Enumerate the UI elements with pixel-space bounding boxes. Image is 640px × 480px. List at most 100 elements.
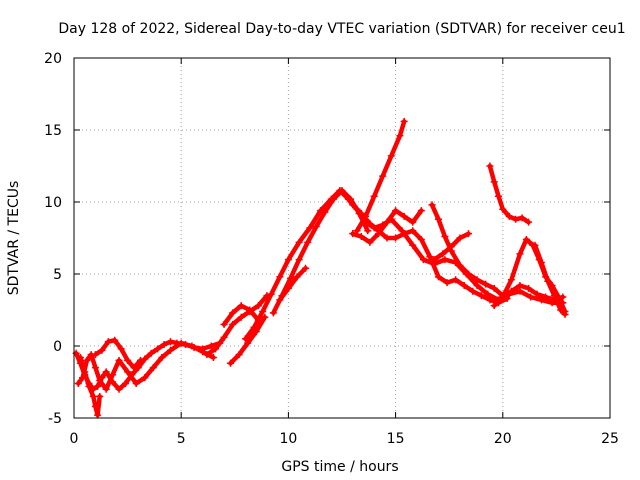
data-point-marker <box>490 178 498 186</box>
data-point-marker <box>246 306 254 314</box>
data-point-marker <box>302 264 310 272</box>
data-point-marker <box>261 313 269 321</box>
data-point-marker <box>212 345 220 353</box>
data-point-marker <box>149 364 157 372</box>
series-arc-7 <box>220 302 262 328</box>
x-tick-label: 20 <box>494 431 512 447</box>
data-point-marker <box>244 339 252 347</box>
data-point-marker <box>259 307 267 315</box>
data-series <box>72 117 569 419</box>
data-point-marker <box>486 296 494 304</box>
data-point-marker <box>237 313 245 321</box>
x-tick-label: 10 <box>279 431 297 447</box>
series-arc-3 <box>76 354 104 419</box>
data-point-marker <box>83 356 91 364</box>
data-point-marker <box>124 356 132 364</box>
data-point-marker <box>132 379 140 387</box>
data-point-marker <box>85 382 93 390</box>
data-point-marker <box>154 345 162 353</box>
data-point-marker <box>91 364 99 372</box>
series-arc-13 <box>349 207 425 246</box>
data-point-marker <box>441 256 449 264</box>
data-point-marker <box>550 292 558 300</box>
series-arc-18 <box>531 241 569 318</box>
y-tick-label: 10 <box>44 195 62 211</box>
data-point-marker <box>349 230 357 238</box>
data-point-marker <box>419 256 427 264</box>
data-point-marker <box>443 279 451 287</box>
data-point-marker <box>537 258 545 266</box>
data-point-marker <box>220 333 228 341</box>
data-point-marker <box>357 233 365 241</box>
data-point-marker <box>505 212 513 220</box>
data-point-marker <box>456 234 464 242</box>
data-point-marker <box>441 233 449 241</box>
plot-frame <box>73 57 611 419</box>
data-point-marker <box>227 359 235 367</box>
data-point-marker <box>166 338 174 346</box>
series-arc-17 <box>430 230 472 264</box>
series-line <box>204 293 270 357</box>
data-point-marker <box>229 309 237 317</box>
data-point-marker <box>276 273 284 281</box>
data-point-marker <box>293 273 301 281</box>
data-point-marker <box>91 402 99 410</box>
data-point-marker <box>370 192 378 200</box>
data-point-marker <box>409 241 417 249</box>
data-point-marker <box>89 392 97 400</box>
data-point-marker <box>220 320 228 328</box>
data-point-marker <box>507 276 515 284</box>
data-point-marker <box>188 342 196 350</box>
data-point-marker <box>516 250 524 258</box>
data-point-marker <box>229 320 237 328</box>
data-point-marker <box>117 345 125 353</box>
data-point-marker <box>400 230 408 238</box>
data-point-marker <box>321 208 329 216</box>
data-point-marker <box>295 256 303 264</box>
data-point-marker <box>409 227 417 235</box>
data-point-marker <box>430 256 438 264</box>
data-point-marker <box>237 302 245 310</box>
data-point-marker <box>96 377 104 385</box>
data-point-marker <box>235 351 243 359</box>
data-point-marker <box>111 336 119 344</box>
data-point-marker <box>486 162 494 170</box>
data-point-marker <box>379 172 387 180</box>
data-point-marker <box>147 349 155 357</box>
data-point-marker <box>464 270 472 278</box>
data-point-marker <box>531 241 539 249</box>
x-tick-label: 15 <box>387 431 405 447</box>
data-point-marker <box>136 356 144 364</box>
data-point-marker <box>409 218 417 226</box>
data-point-marker <box>242 335 250 343</box>
data-point-marker <box>349 201 357 209</box>
series-arc-4 <box>91 336 144 372</box>
data-point-marker <box>304 238 312 246</box>
data-point-marker <box>76 354 84 362</box>
data-point-marker <box>269 309 277 317</box>
data-point-marker <box>158 354 166 362</box>
x-axis-label: GPS time / hours <box>281 459 398 475</box>
y-tick-label: 0 <box>53 339 62 355</box>
y-tick-label: 15 <box>44 123 62 139</box>
data-point-marker <box>495 192 503 200</box>
data-point-marker <box>477 292 485 300</box>
data-point-marker <box>254 302 262 310</box>
y-axis-label: SDTVAR / TECUs <box>6 181 22 296</box>
data-point-marker <box>207 342 215 350</box>
data-point-marker <box>434 273 442 281</box>
data-point-marker <box>276 296 284 304</box>
data-point-marker <box>456 261 464 269</box>
data-point-marker <box>426 253 434 261</box>
data-point-marker <box>94 411 102 419</box>
data-point-marker <box>383 218 391 226</box>
data-point-marker <box>250 323 258 331</box>
series-line <box>93 337 143 370</box>
data-point-marker <box>516 282 524 290</box>
data-point-marker <box>94 382 102 390</box>
data-point-marker <box>177 339 185 347</box>
data-point-marker <box>383 234 391 242</box>
data-point-marker <box>525 218 533 226</box>
y-tick-label: -5 <box>48 411 62 427</box>
data-point-marker <box>284 284 292 292</box>
